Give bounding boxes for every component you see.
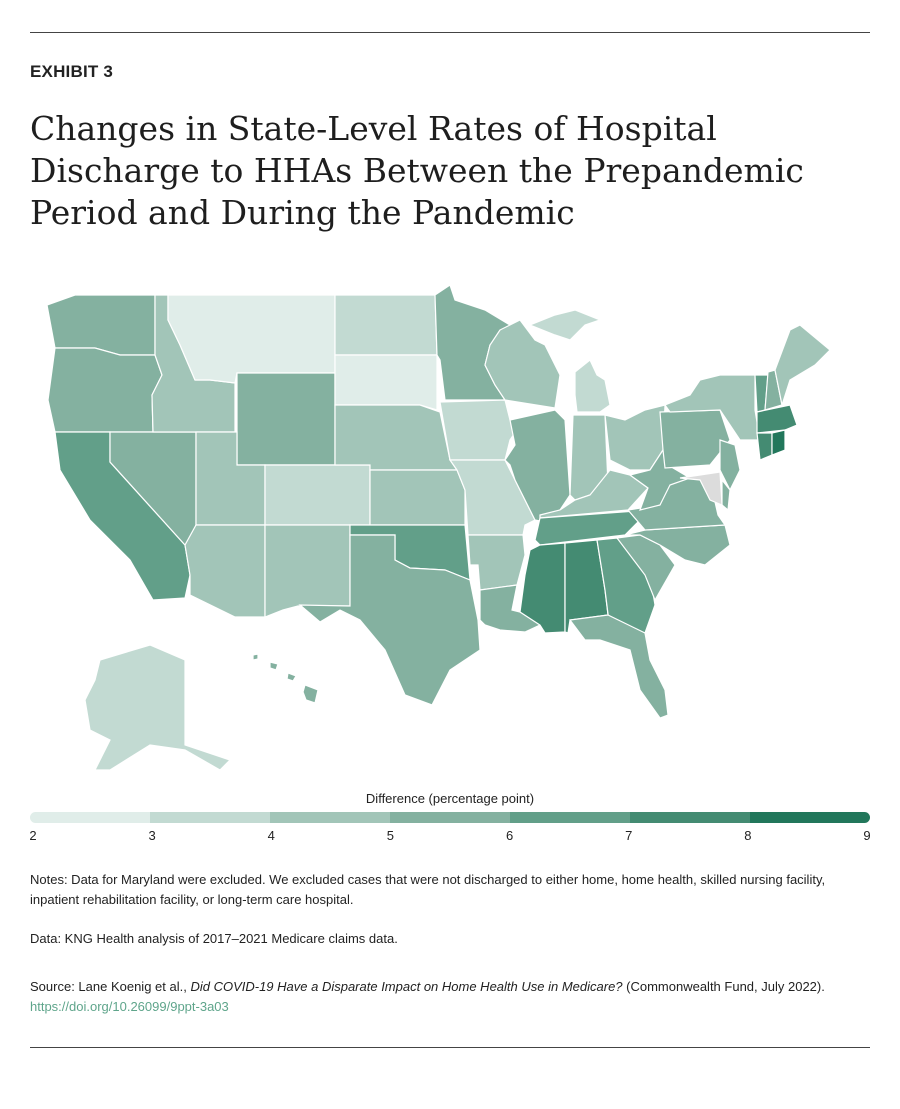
state-MA xyxy=(756,404,798,434)
state-shape-IL xyxy=(504,409,571,523)
legend-bin-0 xyxy=(30,812,150,823)
state-IA xyxy=(439,399,521,461)
state-shape-HI xyxy=(252,653,259,661)
state-shape-HI xyxy=(286,672,297,682)
state-shape-NE xyxy=(334,404,459,471)
state-shape-NM xyxy=(264,524,351,618)
legend-tick: 9 xyxy=(863,828,871,843)
state-shape-AZ xyxy=(184,524,266,618)
state-shape-AR xyxy=(467,534,526,591)
state-NE xyxy=(334,404,459,471)
state-WA xyxy=(46,294,156,356)
state-shape-LA xyxy=(479,584,542,633)
state-IL xyxy=(504,409,571,523)
state-WV xyxy=(628,448,692,511)
legend-bin-4 xyxy=(510,812,630,823)
state-shape-WA xyxy=(46,294,156,356)
state-shape-MI xyxy=(528,309,602,341)
state-shape-WY xyxy=(236,372,336,466)
state-shape-RI xyxy=(771,429,786,456)
state-OR xyxy=(47,347,163,433)
state-WY xyxy=(236,372,336,466)
doi-link[interactable]: https://doi.org/10.26099/9ppt-3a03 xyxy=(30,999,229,1014)
state-shape-MO xyxy=(448,459,536,536)
legend-bin-5 xyxy=(630,812,750,823)
state-shape-ND xyxy=(334,294,438,356)
state-shape-MA xyxy=(756,404,798,434)
state-MT xyxy=(167,294,336,384)
source-suffix: (Commonwealth Fund, July 2022). xyxy=(622,979,825,994)
state-shape-CT xyxy=(756,432,773,461)
legend-bin-6 xyxy=(750,812,870,823)
legend-bin-1 xyxy=(150,812,270,823)
state-KS xyxy=(369,469,466,526)
legend-tick: 8 xyxy=(744,828,752,843)
state-AR xyxy=(467,534,526,591)
state-ME xyxy=(774,324,831,408)
state-AK xyxy=(84,644,232,771)
state-shape-MT xyxy=(167,294,336,384)
state-shape-AK xyxy=(84,644,232,771)
state-shape-OR xyxy=(47,347,163,433)
state-TX xyxy=(298,534,481,706)
state-shape-FL xyxy=(568,614,669,719)
state-shape-HI xyxy=(302,684,319,704)
state-WI xyxy=(484,319,561,409)
state-CO xyxy=(264,464,371,526)
state-HI xyxy=(252,653,319,704)
legend-tick: 2 xyxy=(29,828,37,843)
state-NJ xyxy=(719,439,741,492)
legend-bin-3 xyxy=(390,812,510,823)
chart-title: Changes in State-Level Rates of Hospital… xyxy=(30,109,804,232)
state-LA xyxy=(479,584,542,633)
state-shape-WI xyxy=(484,319,561,409)
exhibit-label: EXHIBIT 3 xyxy=(30,62,114,81)
state-CT xyxy=(756,432,773,461)
state-shape-MD xyxy=(679,471,723,506)
legend-tick: 7 xyxy=(625,828,633,843)
us-state-map xyxy=(46,284,831,771)
state-shape-KS xyxy=(369,469,466,526)
state-shape-SD xyxy=(334,354,438,411)
state-ND xyxy=(334,294,438,356)
state-RI xyxy=(771,429,786,456)
state-shape-KY xyxy=(539,469,649,519)
state-shape-CO xyxy=(264,464,371,526)
state-shape-TX xyxy=(298,534,481,706)
legend-tick: 6 xyxy=(505,828,514,843)
state-shape-IA xyxy=(439,399,521,461)
legend-title: Difference (percentage point) xyxy=(365,791,535,806)
legend-tick: 5 xyxy=(386,828,395,843)
state-FL xyxy=(568,614,669,719)
state-SD xyxy=(334,354,438,411)
state-shape-WV xyxy=(628,448,692,511)
state-shape-MI xyxy=(574,359,611,413)
bottom-rule xyxy=(30,1047,870,1048)
legend-color-bar xyxy=(30,812,870,823)
state-NM xyxy=(264,524,351,618)
top-rule xyxy=(30,32,870,33)
state-MD xyxy=(679,471,723,506)
legend-tick: 4 xyxy=(267,828,275,843)
state-shape-NJ xyxy=(719,439,741,492)
source-citation: Source: Lane Koenig et al., Did COVID-19… xyxy=(30,977,850,1017)
state-MI xyxy=(528,309,611,413)
state-MO xyxy=(448,459,536,536)
notes: Notes: Data for Maryland were excluded. … xyxy=(30,872,826,907)
state-KY xyxy=(539,469,649,519)
state-shape-HI xyxy=(269,661,279,671)
state-shape-ME xyxy=(774,324,831,408)
legend-tick: 3 xyxy=(148,828,156,843)
source-prefix: Source: Lane Koenig et al., xyxy=(30,979,191,994)
state-AZ xyxy=(184,524,266,618)
source-title: Did COVID-19 Have a Disparate Impact on … xyxy=(190,979,623,994)
legend-bin-2 xyxy=(270,812,390,823)
data-source: Data: KNG Health analysis of 2017–2021 M… xyxy=(30,931,398,946)
